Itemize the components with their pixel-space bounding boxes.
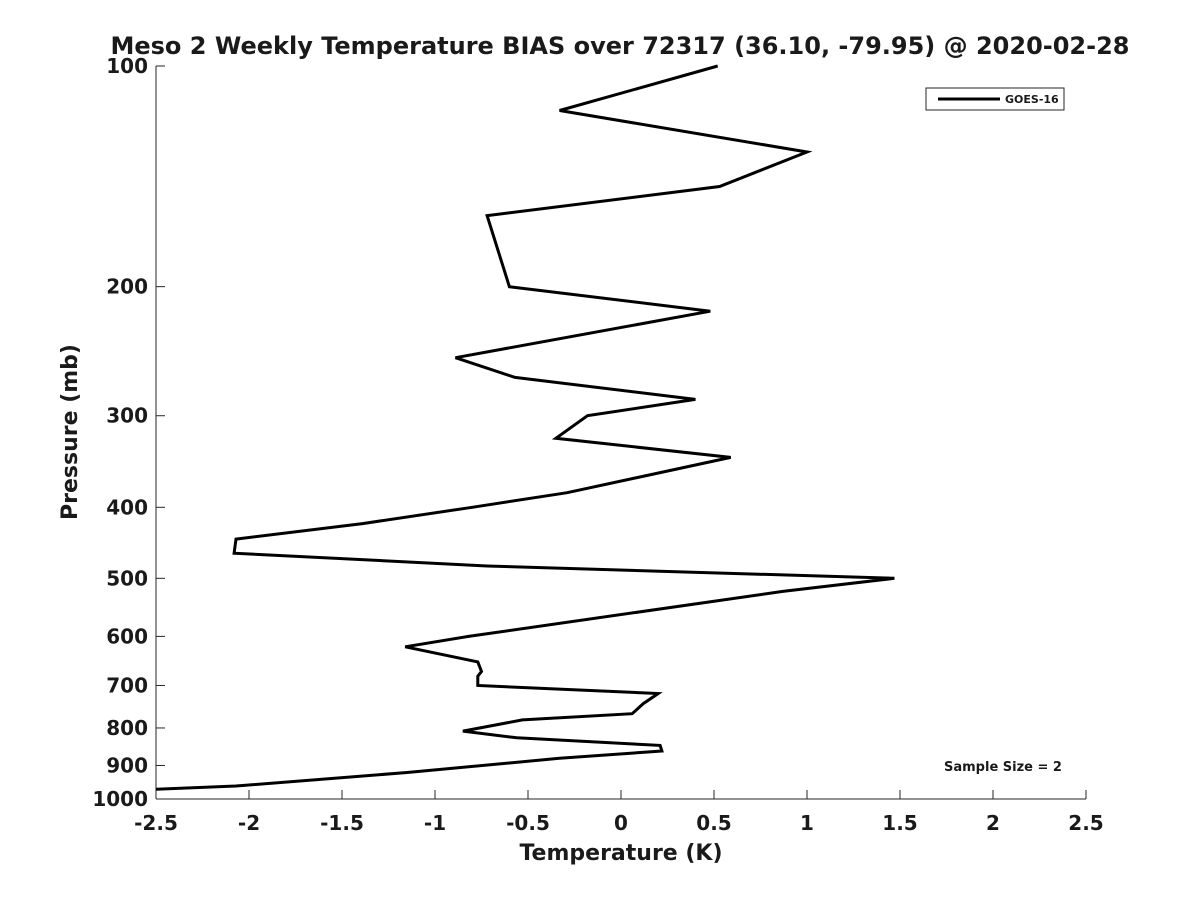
legend: GOES-16 <box>925 87 1065 111</box>
y-tick-label: 800 <box>106 716 148 740</box>
x-tick-label: 1 <box>800 811 814 835</box>
y-tick-label: 900 <box>106 753 148 777</box>
y-axis-ticks: 100 200 300 400 500 600 700 800 900 1000 <box>92 54 165 811</box>
y-axis-label: Pressure (mb) <box>58 344 83 520</box>
y-tick-label: 300 <box>106 404 148 428</box>
series-group <box>155 64 895 791</box>
y-tick-label: 400 <box>106 495 148 519</box>
x-tick-label: 0.5 <box>696 811 731 835</box>
y-tick-label: 500 <box>106 566 148 590</box>
plot-area <box>156 66 1086 799</box>
legend-label-goes-16: GOES-16 <box>1005 93 1059 106</box>
y-tick-label: 200 <box>106 275 148 299</box>
x-tick-label: -0.5 <box>506 811 550 835</box>
chart-title: Meso 2 Weekly Temperature BIAS over 7231… <box>110 32 1129 60</box>
x-tick-label: -1 <box>424 811 446 835</box>
y-tick-label: 100 <box>106 54 148 78</box>
x-tick-label: 1.5 <box>882 811 917 835</box>
x-tick-label: -2.5 <box>134 811 178 835</box>
x-tick-label: 2.5 <box>1068 811 1103 835</box>
x-tick-label: 2 <box>986 811 1000 835</box>
y-tick-label: 600 <box>106 624 148 648</box>
x-axis-ticks: -2.5 -2 -1.5 -1 -0.5 0 0.5 1 1.5 2 2.5 <box>134 790 1104 835</box>
series-line-goes-16 <box>155 64 895 791</box>
y-tick-label: 700 <box>106 673 148 697</box>
x-axis-label: Temperature (K) <box>519 841 722 866</box>
x-tick-label: -1.5 <box>320 811 364 835</box>
sample-size-annotation: Sample Size = 2 <box>944 760 1062 775</box>
x-tick-label: 0 <box>614 811 628 835</box>
y-tick-label: 1000 <box>92 787 148 811</box>
x-tick-label: -2 <box>238 811 260 835</box>
